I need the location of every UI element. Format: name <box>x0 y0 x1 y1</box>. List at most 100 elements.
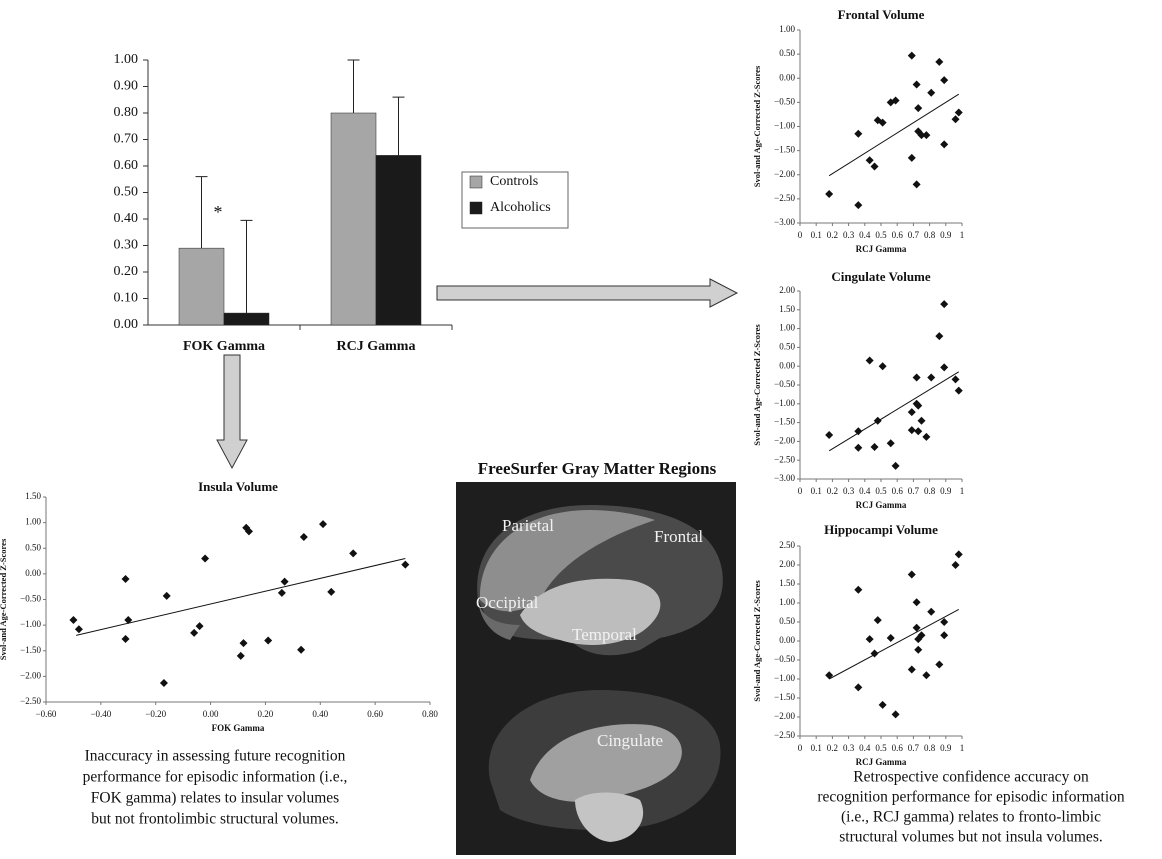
y-axis-label: Svol-and Age-Corrected Z-Scores <box>752 65 762 187</box>
point <box>907 153 916 162</box>
y-tick-label: −1.50 <box>20 645 41 655</box>
y-tick-label: −1.00 <box>774 398 795 408</box>
point <box>854 427 863 436</box>
bar <box>330 112 377 326</box>
y-tick-label: −2.50 <box>774 454 795 464</box>
y-tick-label: 2.50 <box>779 540 795 550</box>
point <box>907 570 916 579</box>
legend-label: Alcoholics <box>490 200 551 215</box>
point <box>865 156 874 165</box>
x-tick-label: 0.5 <box>875 486 887 496</box>
legend-swatch <box>469 175 483 189</box>
x-tick-label: 0.1 <box>811 230 822 240</box>
chart-title: Insula Volume <box>198 479 278 494</box>
error-bar <box>392 96 405 156</box>
x-axis-label: RCJ Gamma <box>856 500 907 510</box>
point <box>914 401 923 410</box>
point <box>873 616 882 625</box>
y-tick-label: −1.00 <box>774 121 795 131</box>
x-tick-label: 0.5 <box>875 230 887 240</box>
x-tick-label: 1 <box>960 486 965 496</box>
x-tick-label: 0 <box>798 486 803 496</box>
y-tick-label: 0.70 <box>114 132 139 147</box>
point <box>912 180 921 189</box>
point <box>927 88 936 97</box>
x-tick-label: 0.00 <box>203 709 219 719</box>
y-tick-label: 0.50 <box>779 341 795 351</box>
point <box>907 51 916 60</box>
brain-image <box>456 482 736 855</box>
y-tick-label: 0.50 <box>779 48 795 58</box>
brain-title: FreeSurfer Gray Matter Regions <box>478 459 717 478</box>
point <box>244 527 253 536</box>
y-tick-label: 0.50 <box>779 616 795 626</box>
x-tick-label: 0.1 <box>811 486 822 496</box>
point <box>825 431 834 440</box>
right-arrow <box>436 278 739 308</box>
point <box>951 115 960 124</box>
x-tick-label: 0 <box>798 743 803 753</box>
y-tick-label: −3.00 <box>774 473 795 483</box>
point <box>825 671 834 680</box>
y-tick-label: −2.00 <box>20 670 41 680</box>
point <box>954 108 963 117</box>
x-tick-label: 0.20 <box>258 709 274 719</box>
chart-title: Hippocampi Volume <box>824 522 938 537</box>
x-tick-label: 0.6 <box>892 230 904 240</box>
y-tick-label: 1.00 <box>779 24 795 34</box>
point <box>162 591 171 600</box>
point <box>940 76 949 85</box>
y-tick-label: −2.00 <box>774 169 795 179</box>
bar <box>178 247 225 326</box>
point <box>854 129 863 138</box>
point <box>954 550 963 559</box>
point <box>159 679 168 688</box>
point <box>940 300 949 309</box>
chart-title: Cingulate Volume <box>831 269 931 284</box>
point <box>922 131 931 140</box>
y-tick-label: 0.60 <box>114 158 139 173</box>
x-tick-label: 0.3 <box>843 743 855 753</box>
caption-line: FOK gamma) relates to insular volumes <box>91 790 339 807</box>
point <box>940 140 949 149</box>
x-tick-label: 0.40 <box>312 709 328 719</box>
x-tick-label: 0.4 <box>859 230 871 240</box>
region-label: Parietal <box>502 516 554 535</box>
point <box>940 618 949 626</box>
y-tick-label: 0.50 <box>114 185 139 200</box>
x-tick-label: FOK Gamma <box>183 339 265 354</box>
x-axis-label: RCJ Gamma <box>856 244 907 254</box>
x-tick-label: 0.2 <box>827 230 838 240</box>
annotation: * <box>214 202 223 222</box>
point <box>917 131 926 140</box>
point <box>886 633 895 642</box>
x-tick-label: 0 <box>798 230 803 240</box>
point <box>954 386 963 395</box>
point <box>891 96 900 105</box>
y-tick-label: 0.80 <box>114 105 139 120</box>
point <box>74 625 83 634</box>
y-tick-label: 0.00 <box>779 72 795 82</box>
point <box>878 700 887 709</box>
y-tick-label: 0.00 <box>779 635 795 645</box>
x-tick-label: 0.60 <box>367 709 383 719</box>
point <box>878 118 887 127</box>
region-label: Frontal <box>654 527 703 546</box>
trend-line <box>828 371 960 452</box>
y-tick-label: −1.50 <box>774 145 795 155</box>
point <box>935 57 944 66</box>
point <box>914 645 923 654</box>
point <box>912 80 921 89</box>
point <box>907 426 916 435</box>
x-tick-label: 1 <box>960 743 965 753</box>
point <box>917 631 926 640</box>
y-tick-label: −2.50 <box>774 193 795 203</box>
x-tick-label: 0.4 <box>859 486 871 496</box>
y-axis-label: Svol-and Age-Corrected Z-Scores <box>752 324 762 446</box>
y-tick-label: 2.00 <box>779 285 795 295</box>
x-axis-label: FOK Gamma <box>212 723 265 733</box>
point <box>870 162 879 171</box>
y-tick-label: −1.00 <box>20 619 41 629</box>
point <box>854 683 863 692</box>
x-tick-label: 0.7 <box>908 230 920 240</box>
